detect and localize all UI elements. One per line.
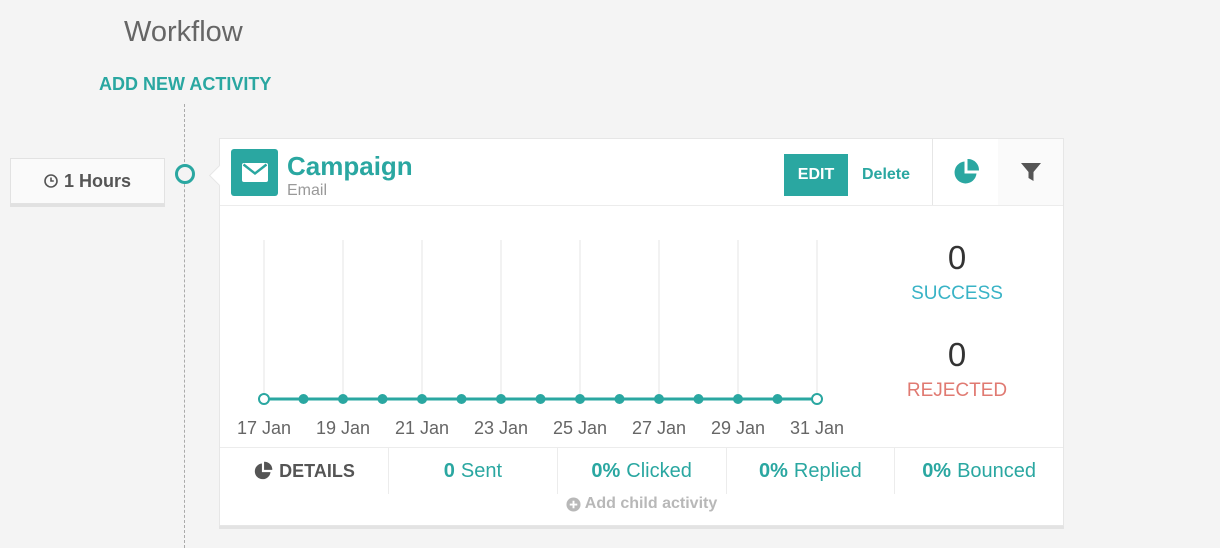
bounced-stat[interactable]: 0% Bounced — [895, 448, 1063, 494]
success-metric: 0 SUCCESS — [872, 239, 1042, 305]
chart-tick-label: 29 Jan — [711, 418, 765, 438]
clicked-stat[interactable]: 0% Clicked — [558, 448, 727, 494]
delete-button[interactable]: Delete — [856, 154, 916, 196]
bounced-value: 0% — [922, 459, 952, 482]
pie-chart-icon — [954, 158, 980, 184]
chart-point — [298, 394, 309, 404]
rejected-metric: 0 REJECTED — [872, 336, 1042, 402]
rejected-value: 0 — [947, 336, 967, 373]
sent-stat[interactable]: 0 Sent — [389, 448, 558, 494]
add-new-activity-link[interactable]: ADD NEW ACTIVITY — [99, 74, 272, 94]
stats-tab[interactable] — [932, 139, 1000, 205]
envelope-icon — [231, 149, 278, 196]
filter-icon — [1020, 163, 1041, 181]
activity-title: Campaign — [287, 151, 413, 181]
success-value: 0 — [947, 239, 967, 276]
filter-tab[interactable] — [998, 139, 1063, 205]
card-footer: DETAILS 0 Sent 0% Clicked 0% Replied 0% … — [220, 447, 1063, 494]
chart-tick-label: 25 Jan — [553, 418, 607, 438]
clicked-value: 0% — [591, 459, 621, 482]
chart-point — [575, 394, 585, 404]
sent-label: Sent — [460, 459, 503, 482]
replied-stat[interactable]: 0% Replied — [727, 448, 896, 494]
chart-point — [496, 394, 506, 404]
chart-tick-label: 27 Jan — [632, 418, 686, 438]
delay-value: 1 Hours — [63, 170, 132, 191]
replied-value: 0% — [759, 459, 788, 482]
pie-chart-icon — [254, 461, 273, 480]
chart-point — [338, 394, 348, 404]
chart-point — [733, 394, 743, 404]
add-child-label: Add child activity — [584, 495, 718, 512]
add-child-activity-button[interactable]: Add child activity — [220, 495, 1063, 513]
rejected-label: REJECTED — [906, 380, 1008, 401]
chart-point — [772, 394, 783, 404]
chart-point — [693, 394, 704, 404]
clock-icon — [44, 174, 58, 188]
chart-tick-label: 31 Jan — [790, 418, 844, 438]
chart-point — [614, 394, 625, 404]
clicked-label: Clicked — [626, 459, 692, 482]
bounced-label: Bounced — [957, 459, 1037, 482]
chart-point — [811, 393, 823, 405]
success-label: SUCCESS — [911, 283, 1003, 304]
activity-subtitle: Email — [287, 182, 328, 199]
chart-point — [535, 394, 546, 404]
chart-tick-label: 17 Jan — [237, 418, 291, 438]
chart-point — [258, 393, 270, 405]
timeline-line — [184, 104, 185, 548]
chart-tick-label: 23 Jan — [474, 418, 528, 438]
plus-circle-icon — [566, 496, 581, 512]
activity-card: Campaign Email EDIT Delete 17 Jan 19 Jan 2… — [208, 138, 1064, 526]
replied-label: Replied — [793, 459, 862, 482]
activity-chart: 17 Jan 19 Jan 21 Jan 23 Jan 25 Jan 27 Jan 29 J… — [237, 240, 844, 438]
delay-badge[interactable]: 1 Hours — [10, 158, 165, 204]
chart-point — [417, 394, 427, 404]
timeline-node — [175, 164, 195, 184]
card-header: Campaign Email EDIT Delete — [220, 139, 1063, 206]
chart-point — [456, 394, 467, 404]
details-label: DETAILS — [279, 460, 355, 481]
chart-tick-label: 19 Jan — [316, 418, 370, 438]
edit-button[interactable]: EDIT — [784, 154, 848, 196]
details-button[interactable]: DETAILS — [220, 448, 389, 494]
sent-value: 0 — [443, 459, 455, 482]
chart-point — [377, 394, 388, 404]
page-title: Workflow — [124, 16, 243, 48]
chart-tick-label: 21 Jan — [395, 418, 449, 438]
chart-point — [654, 394, 664, 404]
